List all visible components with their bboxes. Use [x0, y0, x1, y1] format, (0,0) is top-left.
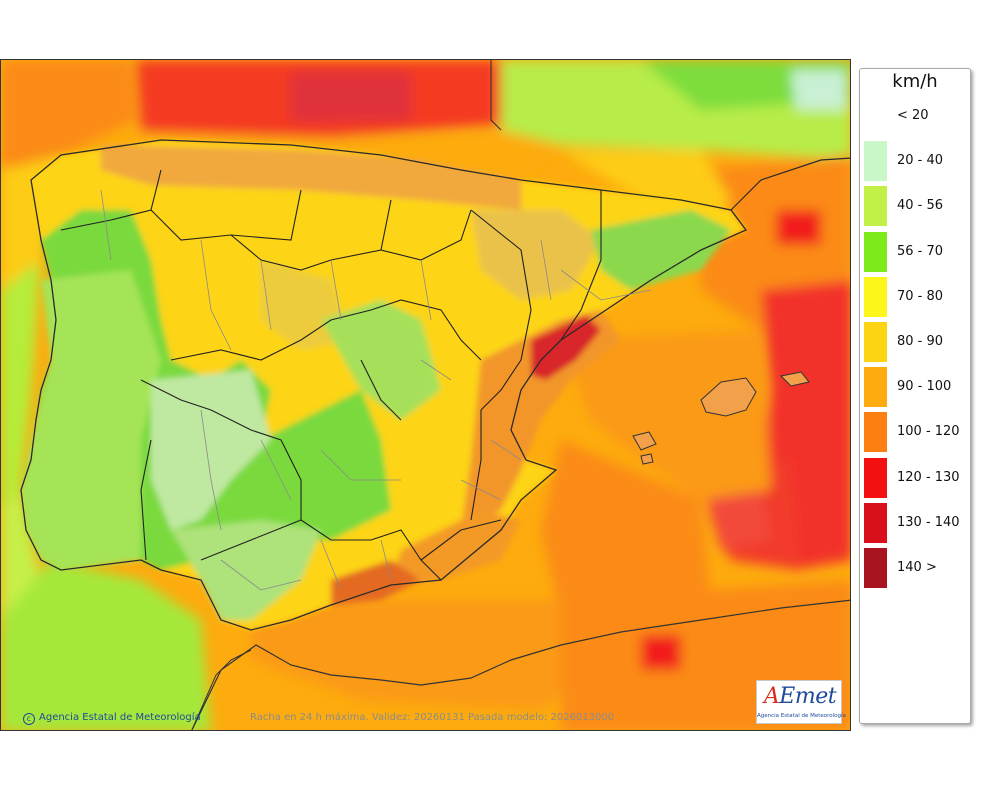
- legend-item: 80 - 90: [864, 322, 968, 362]
- wind-field-land: [21, 140, 746, 630]
- france-coastline: [730, 157, 850, 211]
- legend-label: 120 - 130: [897, 469, 960, 485]
- legend-label: 140 >: [897, 560, 937, 575]
- logo-wordmark: AEmet: [763, 684, 837, 709]
- legend-swatch: [864, 322, 887, 362]
- legend-label: 56 - 70: [897, 243, 944, 259]
- map-validity-note: Racha en 24 h máxima. Validez: 20260131 …: [250, 712, 615, 723]
- strait-coast: [191, 649, 252, 730]
- wind-gust-map: c Agencia Estatal de Meteorología Racha e…: [0, 59, 851, 731]
- legend-unit-label: km/h: [892, 71, 938, 92]
- wind-speed-legend: km/h < 20 20 - 40 40 - 56 56 - 70 70 - 80 80 …: [859, 68, 971, 724]
- legend-swatch: [864, 186, 887, 227]
- peninsula-coastline: [20, 139, 748, 631]
- legend-item: 40 - 56: [864, 186, 968, 227]
- balearic-islands: [632, 371, 810, 465]
- copyright-text: Agencia Estatal de Meteorología: [39, 712, 201, 723]
- legend-label: 40 - 56: [897, 198, 944, 214]
- legend-label: < 20: [897, 108, 929, 123]
- legend-item: 90 - 100: [864, 367, 968, 408]
- aemet-logo: AEmet Agencia Estatal de Meteorología: [756, 680, 846, 724]
- map-canvas: [1, 60, 850, 730]
- legend-label: 130 - 140: [897, 514, 960, 530]
- legend-swatch: [864, 548, 887, 588]
- legend-label: 90 - 100: [897, 379, 952, 395]
- legend-swatch: [864, 96, 887, 136]
- legend-label: 20 - 40: [897, 153, 944, 169]
- copyright-notice: c Agencia Estatal de Meteorología: [23, 712, 201, 725]
- legend-label: 80 - 90: [897, 334, 944, 349]
- legend-item: 140 >: [864, 548, 968, 588]
- legend-item: 130 - 140: [864, 502, 968, 543]
- copyright-icon: c: [23, 713, 35, 725]
- legend-swatch: [864, 502, 887, 543]
- logo-subtitle: Agencia Estatal de Meteorología: [757, 713, 846, 719]
- africa-coastline: [191, 599, 850, 730]
- legend-swatch: [864, 457, 887, 498]
- legend-item: 100 - 120: [864, 412, 968, 453]
- region-borders: [60, 169, 602, 581]
- legend-swatch: [864, 231, 887, 272]
- legend-item: 56 - 70: [864, 231, 968, 272]
- legend-swatch: [864, 141, 887, 182]
- province-borders: [100, 189, 652, 591]
- legend-item: 120 - 130: [864, 457, 968, 498]
- legend-label: 100 - 120: [897, 424, 960, 440]
- legend-swatch: [864, 412, 887, 453]
- france-atlantic-coast: [490, 60, 502, 131]
- legend-swatch: [864, 276, 887, 317]
- legend-item: 20 - 40: [864, 141, 968, 182]
- legend-swatch: [864, 367, 887, 408]
- legend-item: 70 - 80: [864, 276, 968, 317]
- legend-item: < 20: [864, 96, 968, 136]
- legend-label: 70 - 80: [897, 288, 944, 304]
